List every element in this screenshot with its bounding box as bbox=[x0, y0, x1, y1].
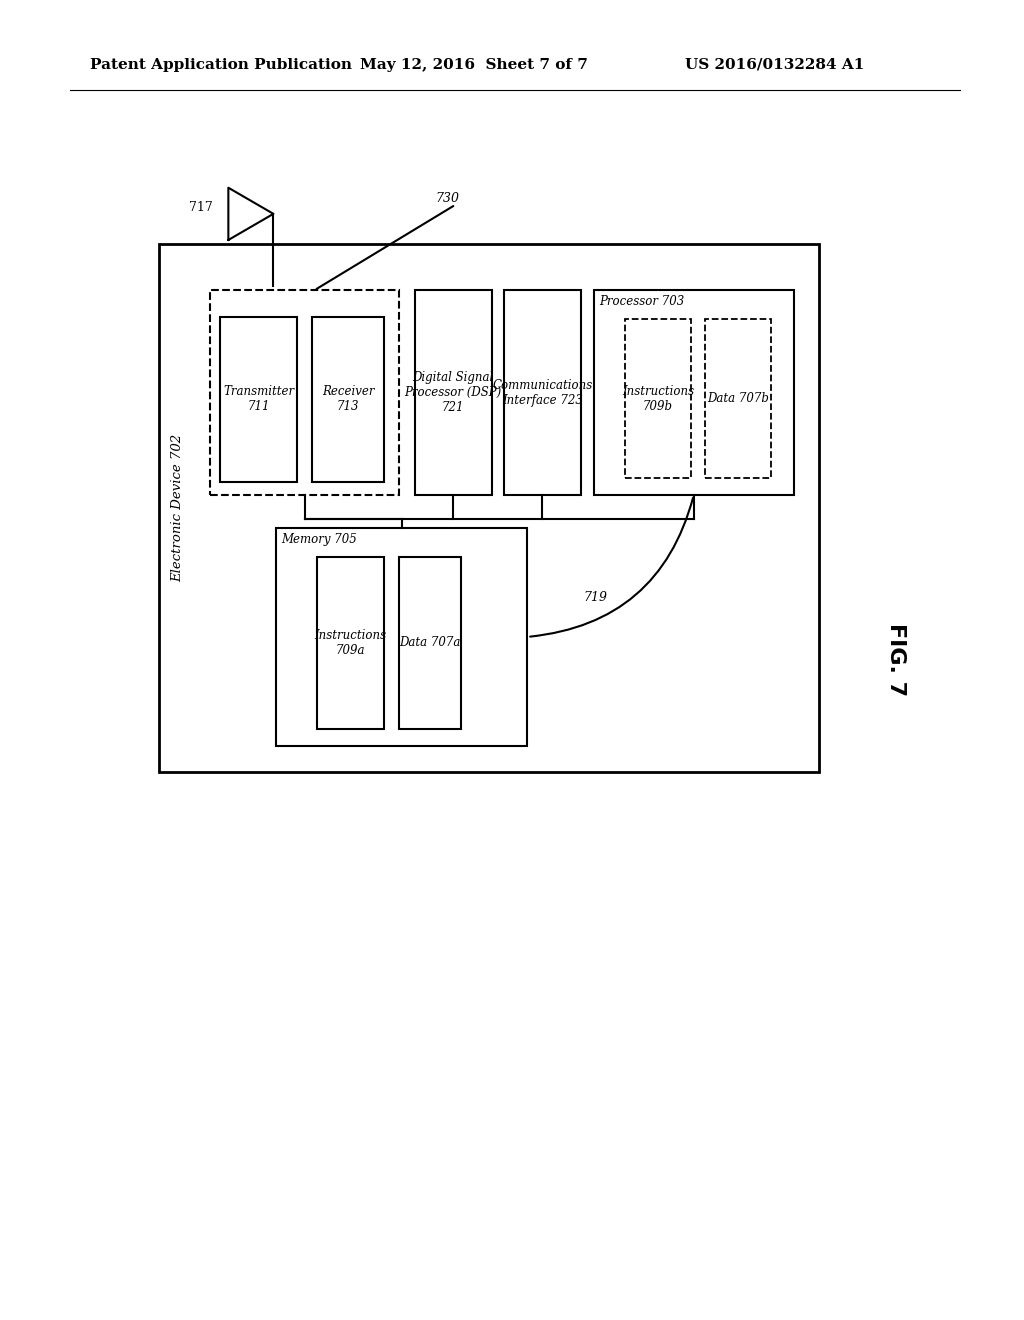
Bar bbox=[705, 319, 771, 478]
Bar bbox=[415, 290, 492, 495]
Text: 717: 717 bbox=[189, 201, 213, 214]
Text: US 2016/0132284 A1: US 2016/0132284 A1 bbox=[685, 58, 864, 73]
Text: Receiver
713: Receiver 713 bbox=[322, 385, 375, 413]
Text: Communications
Interface 723: Communications Interface 723 bbox=[493, 379, 592, 407]
Text: Data 707a: Data 707a bbox=[399, 636, 461, 649]
Bar bbox=[317, 557, 384, 729]
Bar bbox=[594, 290, 794, 495]
Text: May 12, 2016  Sheet 7 of 7: May 12, 2016 Sheet 7 of 7 bbox=[360, 58, 588, 73]
Bar bbox=[210, 290, 399, 495]
Bar bbox=[220, 317, 297, 482]
Text: Digital Signal
Processor (DSP)
721: Digital Signal Processor (DSP) 721 bbox=[404, 371, 502, 414]
FancyArrowPatch shape bbox=[530, 498, 693, 636]
Text: 730: 730 bbox=[435, 191, 459, 205]
Text: Patent Application Publication: Patent Application Publication bbox=[90, 58, 352, 73]
Bar bbox=[312, 317, 384, 482]
Bar bbox=[399, 557, 461, 729]
Text: Instructions
709a: Instructions 709a bbox=[314, 628, 387, 657]
Bar bbox=[625, 319, 691, 478]
Text: Electronic Device 702: Electronic Device 702 bbox=[171, 434, 183, 582]
Text: Data 707b: Data 707b bbox=[707, 392, 769, 405]
Text: Instructions
709b: Instructions 709b bbox=[622, 384, 694, 413]
Text: 719: 719 bbox=[584, 591, 607, 605]
Text: Processor 703: Processor 703 bbox=[599, 296, 684, 309]
Text: Transmitter
711: Transmitter 711 bbox=[223, 385, 294, 413]
Bar bbox=[276, 528, 527, 746]
Bar bbox=[504, 290, 581, 495]
Bar bbox=[159, 244, 819, 772]
Text: Memory 705: Memory 705 bbox=[282, 533, 357, 546]
Text: FIG. 7: FIG. 7 bbox=[886, 623, 906, 697]
